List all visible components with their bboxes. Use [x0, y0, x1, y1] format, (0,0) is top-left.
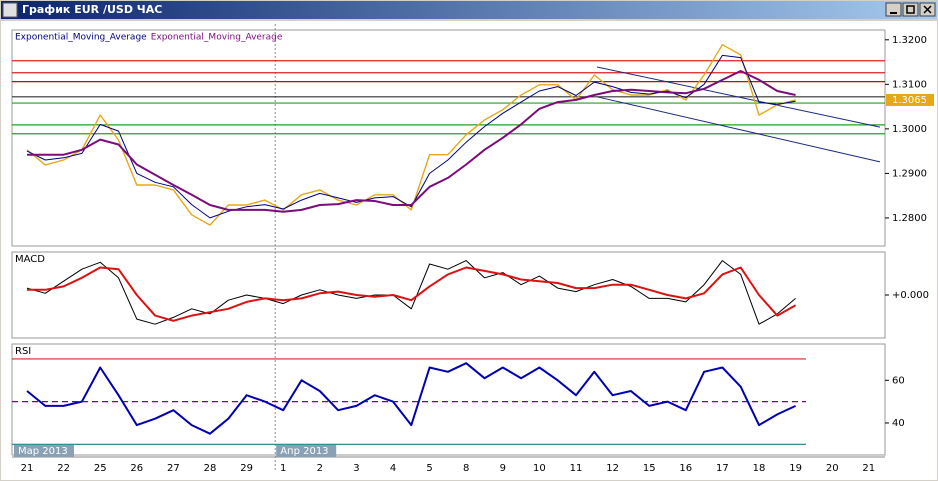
- x-tick-label: 21: [21, 463, 34, 474]
- panel-frame: [11, 343, 886, 456]
- x-tick-label: 28: [204, 463, 217, 474]
- window-buttons[interactable]: [885, 2, 936, 17]
- x-tick-label: 26: [130, 463, 143, 474]
- series-line: [26, 44, 796, 226]
- x-tick-label: 21: [862, 463, 875, 474]
- x-tick-label: 3: [353, 463, 359, 474]
- title-bar: [1, 1, 937, 19]
- maximize-button[interactable]: [902, 2, 919, 17]
- window-title: График EUR /USD ЧАС: [22, 3, 162, 16]
- x-tick-label: 10: [533, 463, 546, 474]
- x-tick-label: 11: [570, 463, 583, 474]
- minimize-button[interactable]: [885, 2, 902, 17]
- y-tick-label: 1.3100: [892, 79, 927, 90]
- x-tick-label: 8: [463, 463, 469, 474]
- window-icon: [2, 2, 18, 18]
- y-tick-label: 40: [892, 418, 905, 429]
- legend-entry: Exponential_Moving_Average: [15, 33, 147, 43]
- y-tick-label: +0.000: [892, 290, 929, 301]
- y-tick-label: 1.2800: [892, 213, 927, 224]
- x-tick-label: 12: [606, 463, 619, 474]
- x-tick-label: 2: [317, 463, 323, 474]
- panel-frame: [11, 29, 886, 247]
- x-tick-label: 17: [716, 463, 729, 474]
- panel-title: RSI: [15, 346, 31, 357]
- x-tick-label: 27: [167, 463, 180, 474]
- x-tick-label: 1: [280, 463, 286, 474]
- close-glyph: [923, 5, 932, 14]
- month-label-box: [276, 445, 337, 457]
- y-tick-label: 1.3200: [892, 35, 927, 46]
- month-label: Мар 2013: [18, 446, 68, 457]
- series-line: [26, 260, 796, 325]
- x-tick-label: 15: [643, 463, 656, 474]
- y-tick-label: 1.2900: [892, 168, 927, 179]
- last-price-label: 1.3065: [892, 95, 927, 106]
- x-tick-label: 20: [826, 463, 839, 474]
- maximize-glyph: [906, 5, 915, 14]
- legend-entry: Exponential_Moving_Average: [151, 33, 283, 43]
- x-tick-label: 25: [94, 463, 107, 474]
- x-tick-label: 4: [390, 463, 396, 474]
- chart-area: [1, 21, 937, 480]
- x-tick-label: 19: [789, 463, 802, 474]
- series-line: [26, 54, 796, 219]
- series-line: [27, 70, 796, 213]
- series-line: [27, 266, 797, 322]
- month-label: Апр 2013: [280, 446, 328, 457]
- y-tick-label: 1.3000: [892, 124, 927, 135]
- x-tick-label: 22: [57, 463, 70, 474]
- x-tick-label: 29: [240, 463, 253, 474]
- series-line: [26, 362, 797, 435]
- trend-line: [596, 96, 881, 163]
- month-label-box: [14, 445, 74, 457]
- x-tick-label: 9: [500, 463, 506, 474]
- trend-line: [596, 66, 881, 128]
- x-tick-label: 18: [753, 463, 766, 474]
- x-tick-label: 16: [679, 463, 692, 474]
- last-price-box: [886, 93, 934, 106]
- panel-title: MACD: [15, 254, 45, 265]
- y-tick-label: 60: [892, 375, 905, 386]
- x-tick-label: 5: [426, 463, 432, 474]
